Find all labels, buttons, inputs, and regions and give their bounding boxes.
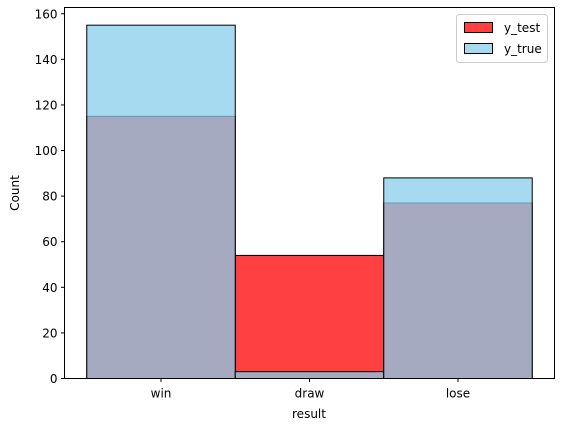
y-tick-label: 40: [42, 281, 57, 295]
legend-label-y-test: y_test: [504, 21, 540, 35]
x-tick-label-win: win: [151, 387, 172, 401]
y-tick-label: 0: [50, 372, 58, 386]
bar-y-true-win: [86, 24, 236, 380]
y-axis-title: Count: [8, 175, 22, 211]
legend-swatch-y-test: [464, 22, 493, 33]
y-tick-label: 120: [35, 98, 58, 112]
y-tick-label: 80: [42, 190, 57, 204]
y-tick-label: 160: [35, 7, 58, 21]
x-tick-label-lose: lose: [446, 387, 470, 401]
bar-y-test-draw: [234, 254, 385, 379]
x-tick-label-draw: draw: [295, 387, 325, 401]
legend-label-y-true: y_true: [504, 42, 542, 56]
bar-y-true-lose: [383, 177, 533, 379]
bar-y-true-draw: [234, 371, 385, 379]
y-axis: 0 20 40 60 80 100 120 140 160: [35, 7, 65, 386]
legend: y_test y_true: [456, 14, 548, 63]
y-tick-label: 100: [35, 144, 58, 158]
legend-swatch-y-true: [464, 43, 493, 54]
bars-layer: [86, 24, 533, 380]
x-axis: win draw lose: [151, 378, 470, 401]
y-tick-label: 20: [42, 326, 57, 340]
y-tick-label: 60: [42, 235, 57, 249]
y-tick-label: 140: [35, 53, 58, 67]
x-axis-title: result: [292, 407, 326, 421]
